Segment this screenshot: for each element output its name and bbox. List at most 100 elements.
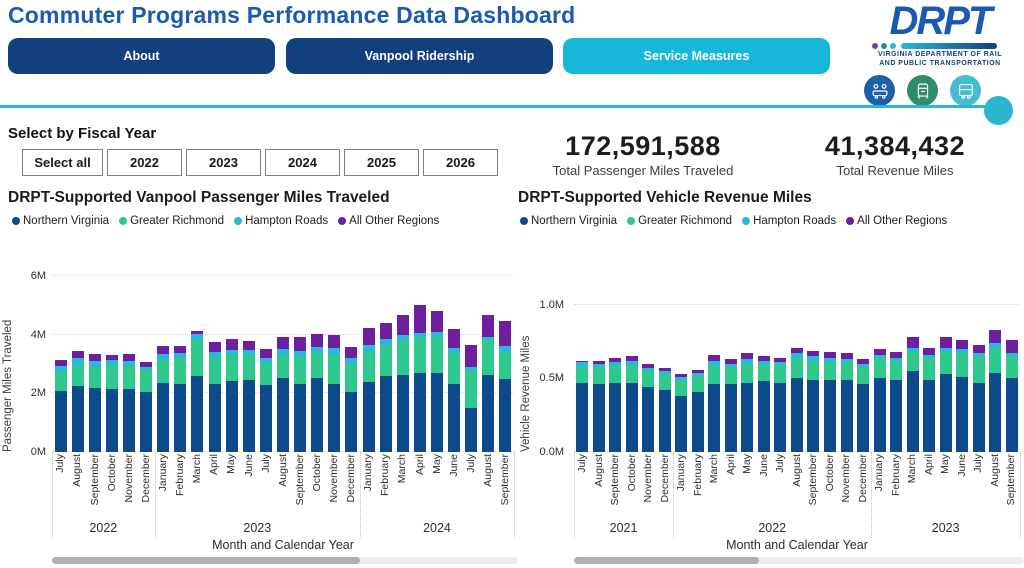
bar-segment[interactable] xyxy=(956,340,969,349)
bar-segment[interactable] xyxy=(157,358,170,384)
fy-button-select-all[interactable]: Select all xyxy=(22,149,103,176)
bar-segment[interactable] xyxy=(208,356,221,384)
bar-segment[interactable] xyxy=(757,381,770,452)
bar-segment[interactable] xyxy=(658,374,671,391)
bar-segment[interactable] xyxy=(708,384,721,452)
stacked-bar-september[interactable] xyxy=(807,350,820,452)
bar-segment[interactable] xyxy=(105,360,118,366)
bar-segment[interactable] xyxy=(890,379,903,452)
bar-segment[interactable] xyxy=(54,359,67,366)
stacked-bar-january[interactable] xyxy=(873,349,886,452)
legend-item[interactable]: Northern Virginia xyxy=(12,215,109,227)
bar-segment[interactable] xyxy=(362,350,375,382)
bar-segment[interactable] xyxy=(311,347,324,354)
bar-segment[interactable] xyxy=(625,382,638,452)
bar-segment[interactable] xyxy=(956,348,969,354)
bar-segment[interactable] xyxy=(225,349,238,354)
stacked-bar-february[interactable] xyxy=(174,345,187,452)
bar-segment[interactable] xyxy=(691,372,704,376)
bar-segment[interactable] xyxy=(658,390,671,452)
stacked-bar-march[interactable] xyxy=(191,330,204,452)
bar-segment[interactable] xyxy=(328,335,341,349)
bar-segment[interactable] xyxy=(71,365,84,387)
bar-segment[interactable] xyxy=(482,337,495,340)
bar-segment[interactable] xyxy=(259,348,272,358)
bar-segment[interactable] xyxy=(609,365,622,383)
bar-segment[interactable] xyxy=(840,379,853,452)
stacked-bar-july[interactable] xyxy=(972,344,985,452)
bar-segment[interactable] xyxy=(989,347,1002,373)
bar-segment[interactable] xyxy=(857,366,870,385)
stacked-bar-july[interactable] xyxy=(259,348,272,452)
bar-segment[interactable] xyxy=(328,384,341,452)
bar-segment[interactable] xyxy=(242,379,255,452)
bar-segment[interactable] xyxy=(1005,353,1018,357)
stacked-bar-may[interactable] xyxy=(939,337,952,452)
bar-segment[interactable] xyxy=(576,362,589,367)
bar-segment[interactable] xyxy=(823,357,836,363)
bar-segment[interactable] xyxy=(923,347,936,355)
bar-segment[interactable] xyxy=(191,330,204,335)
bar-segment[interactable] xyxy=(972,353,985,357)
bar-segment[interactable] xyxy=(379,338,392,345)
bar-segment[interactable] xyxy=(724,363,737,367)
bar-segment[interactable] xyxy=(708,365,721,385)
legend-item[interactable]: All Other Regions xyxy=(338,215,439,227)
bar-segment[interactable] xyxy=(105,389,118,452)
bar-segment[interactable] xyxy=(823,362,836,380)
bar-segment[interactable] xyxy=(242,354,255,380)
bar-segment[interactable] xyxy=(174,357,187,384)
stacked-bar-october[interactable] xyxy=(823,351,836,452)
bar-segment[interactable] xyxy=(379,375,392,452)
stacked-bar-november[interactable] xyxy=(328,335,341,452)
bar-segment[interactable] xyxy=(1005,378,1018,452)
bar-segment[interactable] xyxy=(208,351,221,357)
bar-segment[interactable] xyxy=(122,389,135,452)
stacked-bar-march[interactable] xyxy=(906,337,919,452)
stacked-bar-april[interactable] xyxy=(208,342,221,452)
bar-segment[interactable] xyxy=(396,334,409,341)
stacked-bar-november[interactable] xyxy=(840,353,853,452)
bar-segment[interactable] xyxy=(691,375,704,392)
bar-segment[interactable] xyxy=(939,351,952,374)
bar-segment[interactable] xyxy=(362,344,375,351)
stacked-bar-may[interactable] xyxy=(225,339,238,452)
stacked-bar-april[interactable] xyxy=(413,305,426,452)
bar-segment[interactable] xyxy=(774,362,787,366)
bar-segment[interactable] xyxy=(157,345,170,354)
bar-segment[interactable] xyxy=(741,363,754,383)
bar-segment[interactable] xyxy=(642,368,655,372)
bar-segment[interactable] xyxy=(906,371,919,452)
stacked-bar-september[interactable] xyxy=(1005,340,1018,452)
bar-segment[interactable] xyxy=(208,384,221,452)
stacked-bar-may[interactable] xyxy=(741,353,754,452)
fy-button-2025[interactable]: 2025 xyxy=(344,149,419,176)
bar-segment[interactable] xyxy=(989,343,1002,348)
stacked-bar-september[interactable] xyxy=(294,336,307,452)
bar-segment[interactable] xyxy=(430,311,443,333)
bar-segment[interactable] xyxy=(906,337,919,348)
bar-segment[interactable] xyxy=(741,359,754,364)
bar-segment[interactable] xyxy=(174,352,187,358)
bar-segment[interactable] xyxy=(823,351,836,358)
stacked-bar-june[interactable] xyxy=(448,329,461,452)
bar-segment[interactable] xyxy=(430,332,443,338)
stacked-bar-january[interactable] xyxy=(362,328,375,452)
bar-segment[interactable] xyxy=(157,383,170,452)
bar-segment[interactable] xyxy=(939,374,952,452)
bar-segment[interactable] xyxy=(576,366,589,383)
legend-item[interactable]: Hampton Roads xyxy=(234,215,328,227)
bar-segment[interactable] xyxy=(448,384,461,452)
bar-segment[interactable] xyxy=(675,374,688,378)
stacked-bar-october[interactable] xyxy=(625,356,638,452)
stacked-bar-february[interactable] xyxy=(379,322,392,452)
stacked-bar-march[interactable] xyxy=(396,315,409,452)
bar-segment[interactable] xyxy=(972,356,985,383)
bar-segment[interactable] xyxy=(105,355,118,361)
bar-segment[interactable] xyxy=(294,336,307,351)
h-scrollbar-thumb[interactable] xyxy=(52,557,360,564)
bar-segment[interactable] xyxy=(724,359,737,364)
fy-button-2024[interactable]: 2024 xyxy=(265,149,340,176)
bar-segment[interactable] xyxy=(609,357,622,363)
bar-segment[interactable] xyxy=(413,337,426,373)
